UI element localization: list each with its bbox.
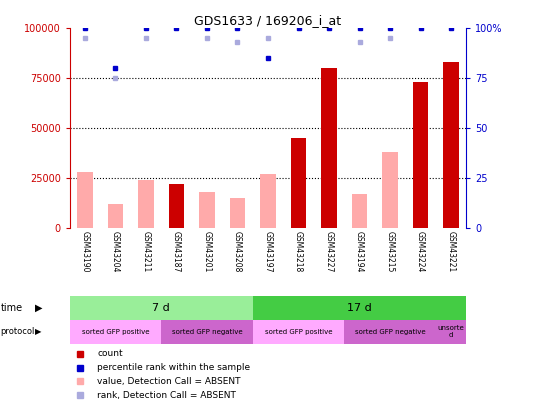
Bar	[253, 320, 344, 343]
Text: GSM43187: GSM43187	[172, 231, 181, 273]
Bar	[77, 172, 93, 228]
Text: GSM43218: GSM43218	[294, 231, 303, 273]
Bar	[413, 82, 428, 228]
Bar	[199, 192, 214, 228]
Text: time: time	[1, 303, 23, 313]
Text: unsorte
d: unsorte d	[438, 325, 464, 338]
Text: ▶: ▶	[35, 303, 42, 313]
Text: rank, Detection Call = ABSENT: rank, Detection Call = ABSENT	[98, 391, 236, 400]
Text: GSM43221: GSM43221	[446, 231, 456, 273]
Text: 7 d: 7 d	[152, 303, 170, 313]
Text: GSM43227: GSM43227	[324, 231, 333, 273]
Text: GSM43194: GSM43194	[355, 231, 364, 273]
Bar	[253, 296, 466, 320]
Text: 17 d: 17 d	[347, 303, 372, 313]
Text: ▶: ▶	[35, 327, 41, 336]
Text: GSM43204: GSM43204	[111, 231, 120, 273]
Bar	[291, 138, 306, 228]
Bar	[230, 198, 245, 228]
Bar	[260, 174, 276, 228]
Title: GDS1633 / 169206_i_at: GDS1633 / 169206_i_at	[195, 14, 341, 27]
Bar	[352, 194, 367, 228]
Text: sorted GFP positive: sorted GFP positive	[265, 329, 332, 335]
Text: protocol: protocol	[1, 327, 35, 336]
Bar	[70, 296, 253, 320]
Bar	[344, 320, 436, 343]
Bar	[138, 180, 154, 228]
Bar	[322, 68, 337, 228]
Text: sorted GFP negative: sorted GFP negative	[355, 329, 426, 335]
Bar	[169, 184, 184, 228]
Bar	[161, 320, 253, 343]
Text: GSM43201: GSM43201	[203, 231, 212, 273]
Text: GSM43197: GSM43197	[264, 231, 272, 273]
Text: percentile rank within the sample: percentile rank within the sample	[98, 363, 250, 372]
Bar	[108, 204, 123, 228]
Text: value, Detection Call = ABSENT: value, Detection Call = ABSENT	[98, 377, 241, 386]
Bar	[443, 62, 459, 228]
Text: GSM43211: GSM43211	[142, 231, 151, 273]
Text: GSM43190: GSM43190	[80, 231, 90, 273]
Text: GSM43224: GSM43224	[416, 231, 425, 273]
Bar	[436, 320, 466, 343]
Text: count: count	[98, 350, 123, 358]
Bar	[70, 320, 161, 343]
Text: sorted GFP positive: sorted GFP positive	[81, 329, 149, 335]
Text: GSM43215: GSM43215	[385, 231, 394, 273]
Bar	[382, 152, 398, 228]
Text: GSM43208: GSM43208	[233, 231, 242, 273]
Text: sorted GFP negative: sorted GFP negative	[172, 329, 242, 335]
